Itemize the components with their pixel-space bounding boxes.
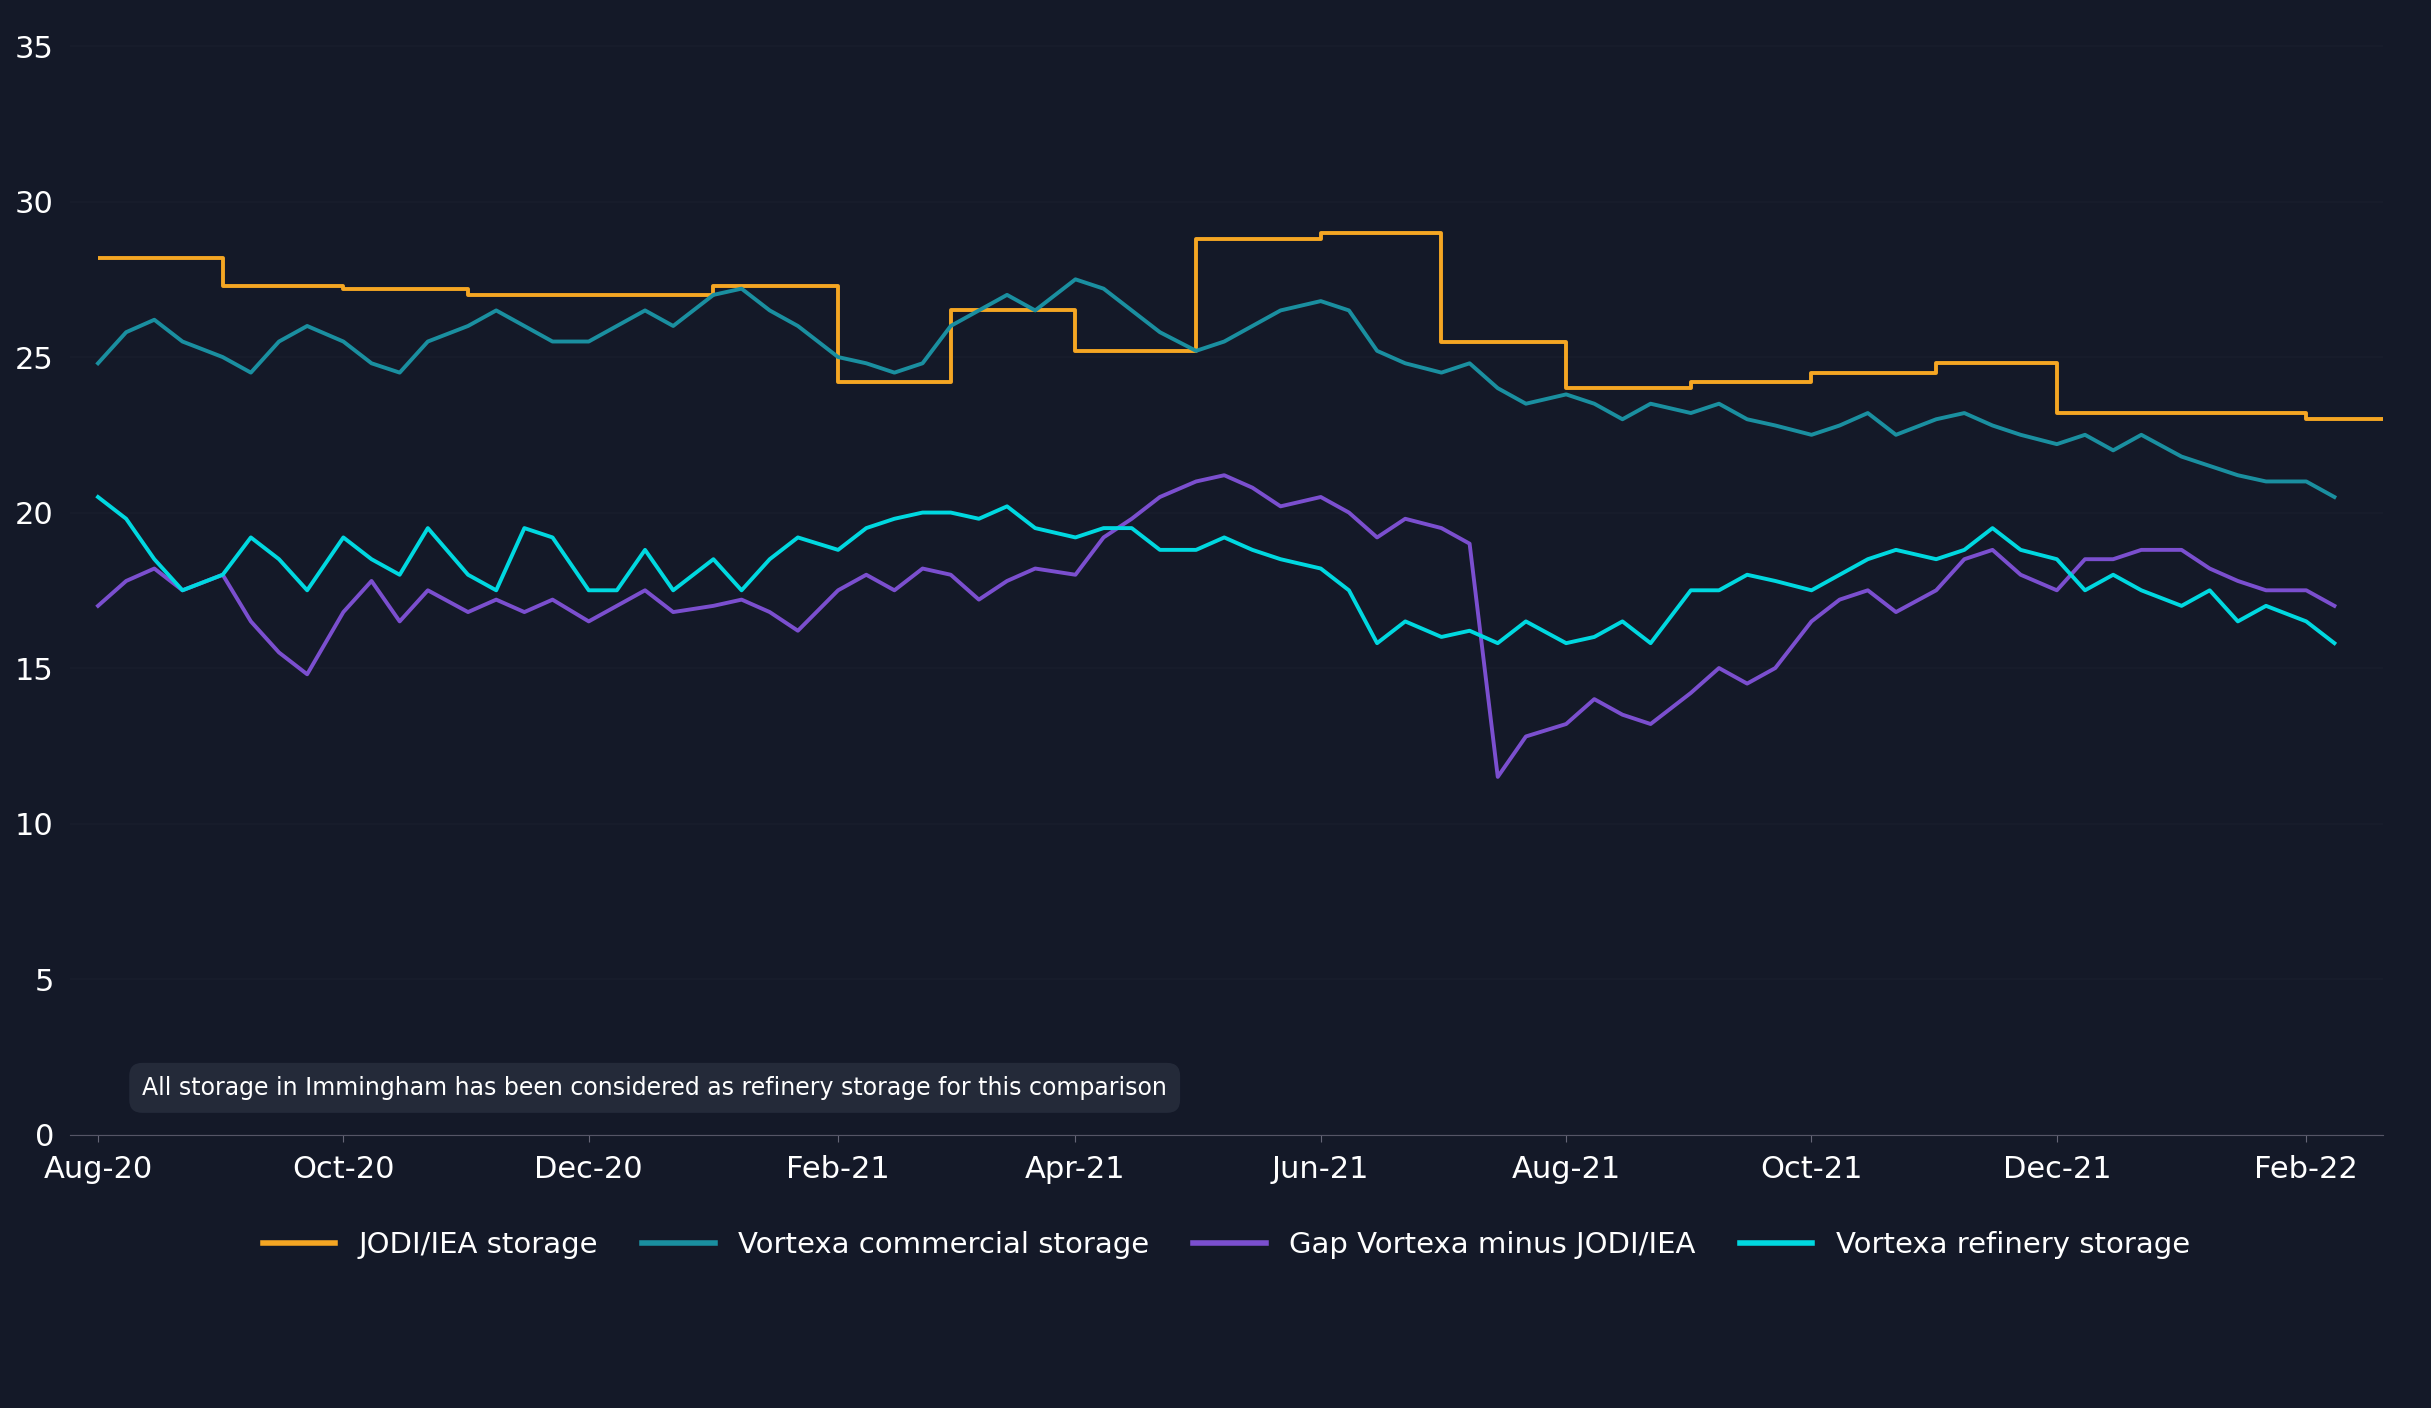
Text: All storage in Immingham has been considered as refinery storage for this compar: All storage in Immingham has been consid… [143, 1076, 1167, 1100]
Legend: JODI/IEA storage, Vortexa commercial storage, Gap Vortexa minus JODI/IEA, Vortex: JODI/IEA storage, Vortexa commercial sto… [250, 1219, 2202, 1271]
